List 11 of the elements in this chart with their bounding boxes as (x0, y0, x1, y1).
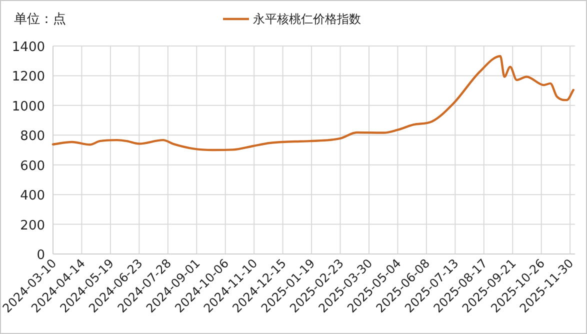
y-tick-label: 800 (20, 129, 45, 144)
legend-label: 永平核桃仁价格指数 (253, 12, 361, 26)
y-tick-label: 400 (20, 188, 45, 204)
y-tick-label: 1200 (12, 70, 45, 85)
y-tick-label: 600 (20, 158, 45, 174)
y-tick-label: 200 (20, 218, 45, 234)
y-tick-label: 1000 (12, 99, 45, 114)
legend: 永平核桃仁价格指数 (223, 12, 361, 26)
y-tick-label: 0 (36, 248, 45, 263)
y-tick-label: 1400 (12, 40, 45, 55)
text: 单位：点 (14, 12, 66, 27)
